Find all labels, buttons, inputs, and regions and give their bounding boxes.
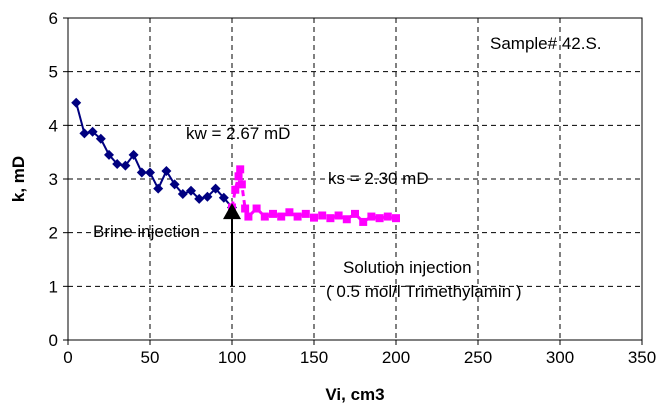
series-1-point — [161, 165, 172, 176]
kw-annotation: kw = 2.67 mD — [186, 124, 290, 143]
sample-label: Sample# 42.S. — [490, 34, 602, 53]
series-2-point — [293, 212, 302, 221]
series-1-point — [153, 183, 164, 194]
series-2-point — [351, 209, 359, 218]
series-1-point — [177, 189, 188, 200]
x-tick-label: 100 — [218, 348, 246, 367]
series-2-point — [231, 185, 240, 194]
series-1-point — [194, 193, 205, 204]
series-2-point — [244, 212, 253, 221]
tick-labels: 0 50 100 150 200 250 300 350 0 1 2 3 4 5 6 — [49, 9, 657, 367]
series-1-point — [71, 97, 82, 108]
series-2-point — [237, 180, 246, 189]
x-axis-label: Vi, cm3 — [325, 385, 384, 404]
arrow-layer — [223, 203, 241, 287]
series-2-point — [260, 212, 269, 221]
series-1-point — [128, 149, 139, 160]
solution-composition-label: ( 0.5 mol/l Trimethylamin ) — [326, 282, 522, 301]
series-2-point — [252, 204, 261, 213]
series-2-point — [383, 212, 392, 221]
y-axis-label: k, mD — [9, 156, 28, 202]
series-1-point — [112, 158, 123, 169]
x-tick-label: 0 — [63, 348, 72, 367]
series-2-point — [310, 213, 318, 222]
ks-annotation: ks = 2.30 mD — [328, 169, 429, 188]
series-2-point — [301, 209, 310, 218]
series-2-point — [269, 209, 277, 218]
x-tick-label: 200 — [382, 348, 410, 367]
y-tick-label: 5 — [49, 63, 58, 82]
series-1-point — [218, 192, 229, 203]
series-1-point — [210, 183, 221, 194]
y-tick-label: 4 — [49, 116, 58, 135]
series-1-point — [169, 179, 180, 190]
solution-injection-label: Solution injection — [343, 258, 472, 277]
series-1-point — [186, 185, 196, 196]
series-2-point — [234, 172, 243, 181]
series-1-point — [145, 167, 155, 178]
y-tick-label: 2 — [49, 224, 58, 243]
grid-lines — [68, 18, 642, 340]
series-2-point — [334, 211, 343, 220]
x-tick-label: 250 — [464, 348, 492, 367]
series-2-point — [367, 212, 376, 221]
series-1-point — [202, 191, 213, 202]
y-tick-label: 1 — [49, 277, 58, 296]
x-tick-label: 350 — [628, 348, 656, 367]
series-2-point — [318, 211, 327, 220]
series-1-point — [79, 128, 90, 139]
series-1-point — [87, 126, 98, 137]
series-1-point — [104, 149, 114, 160]
x-tick-label: 150 — [300, 348, 328, 367]
brine-injection-label: Brine injection — [93, 222, 200, 241]
x-tick-label: 50 — [141, 348, 160, 367]
series-2-point — [375, 214, 384, 223]
x-tick-label: 300 — [546, 348, 574, 367]
series-1-point — [120, 160, 131, 171]
series-2-point — [392, 214, 400, 223]
series-2-point — [285, 208, 294, 217]
series-2-point — [277, 212, 286, 221]
series-2-point — [236, 165, 245, 174]
y-tick-label: 0 — [49, 331, 58, 350]
series-2-point — [241, 204, 250, 213]
series-1-point — [95, 133, 106, 144]
arrow-head — [223, 203, 241, 220]
series-2-point — [326, 214, 335, 223]
y-tick-label: 6 — [49, 9, 58, 28]
series-2-point — [359, 217, 368, 226]
series-1-point — [136, 167, 147, 178]
series-2-point — [342, 215, 351, 224]
y-tick-label: 3 — [49, 170, 58, 189]
